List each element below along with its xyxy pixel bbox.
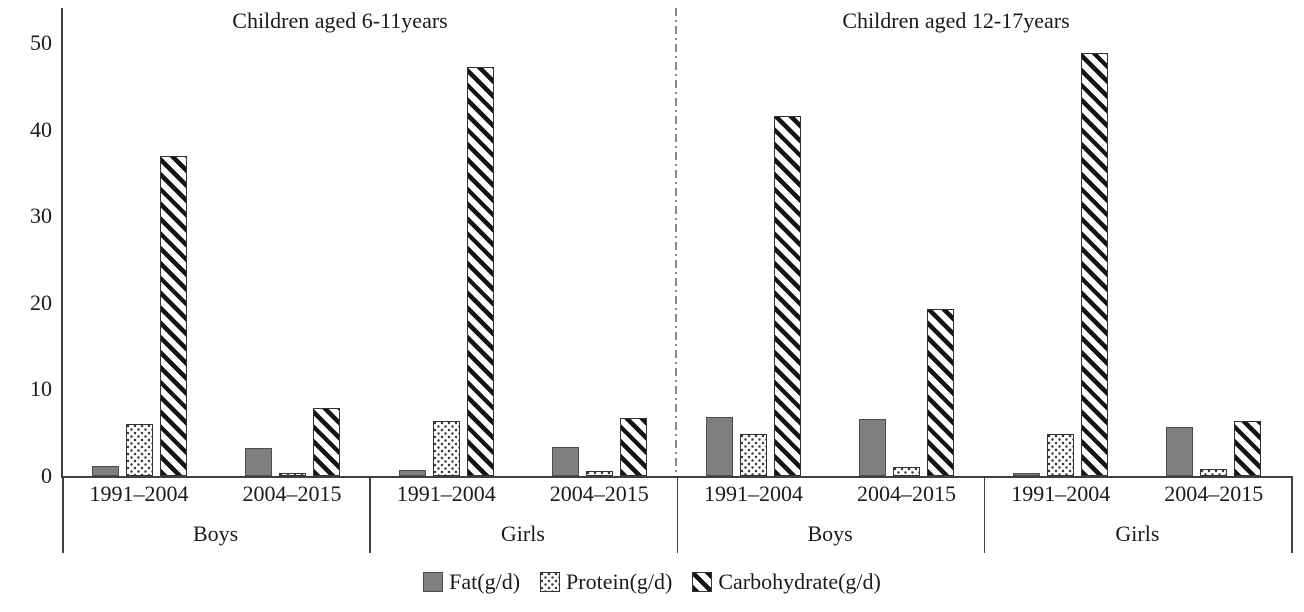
panel-divider-line bbox=[675, 8, 677, 476]
bar-protein bbox=[432, 420, 460, 476]
bar-protein bbox=[893, 467, 920, 476]
y-tick-label: 40 bbox=[30, 116, 52, 142]
y-tick-label: 30 bbox=[30, 203, 52, 229]
group-separator bbox=[369, 476, 371, 553]
bar-protein bbox=[125, 424, 153, 476]
panel-title-12-17: Children aged 12-17years bbox=[842, 8, 1070, 33]
bar-fat bbox=[398, 469, 426, 476]
bar-fat bbox=[1013, 472, 1041, 476]
bar-fat bbox=[91, 465, 119, 476]
period-label: 2004–2015 bbox=[1164, 481, 1264, 506]
y-tick-label: 10 bbox=[30, 376, 52, 402]
carbohydrate-swatch-icon bbox=[692, 572, 713, 592]
bar-protein bbox=[585, 470, 613, 476]
bar-protein bbox=[278, 473, 306, 476]
bar-fat bbox=[551, 446, 579, 476]
legend-label-carbohydrate: Carbohydrate(g/d) bbox=[718, 569, 881, 594]
bar-fat bbox=[859, 418, 886, 476]
bar-fat bbox=[1166, 426, 1194, 476]
period-label: 2004–2015 bbox=[242, 481, 342, 506]
bar-carbohydrate bbox=[159, 155, 187, 476]
y-tick-label: 50 bbox=[30, 30, 52, 55]
bar-carbohydrate bbox=[466, 67, 494, 476]
legend-item-protein: Protein(g/d) bbox=[540, 569, 672, 595]
group-separator bbox=[62, 476, 64, 553]
bar-fat bbox=[244, 448, 272, 476]
period-label: 2004–2015 bbox=[549, 481, 649, 506]
bar-carbohydrate bbox=[619, 417, 647, 476]
period-label: 1991–2004 bbox=[1011, 481, 1111, 506]
legend-label-fat: Fat(g/d) bbox=[449, 569, 521, 594]
bar-carbohydrate bbox=[774, 115, 801, 476]
panel-title-6-11: Children aged 6-11years bbox=[232, 8, 448, 33]
protein-swatch-icon bbox=[540, 572, 561, 592]
bar-carbohydrate bbox=[312, 407, 340, 476]
group-separator bbox=[983, 476, 986, 553]
bar-protein bbox=[1200, 469, 1228, 476]
legend-item-carbohydrate: Carbohydrate(g/d) bbox=[692, 569, 881, 595]
bar-carbohydrate bbox=[927, 308, 954, 476]
period-label: 1991–2004 bbox=[396, 481, 496, 506]
group-separator bbox=[676, 476, 678, 553]
fat-swatch-icon bbox=[423, 572, 444, 592]
group-label: Boys bbox=[193, 521, 239, 546]
group-separator bbox=[1291, 476, 1293, 553]
period-label: 1991–2004 bbox=[704, 481, 803, 506]
group-label: Boys bbox=[807, 521, 853, 546]
bar-protein bbox=[740, 434, 767, 476]
bar-protein bbox=[1047, 434, 1075, 476]
y-tick-label: 20 bbox=[30, 289, 52, 315]
y-axis bbox=[61, 8, 63, 477]
legend: Fat(g/d) Protein(g/d) Carbohydrate(g/d) bbox=[0, 565, 1304, 599]
period-label: 2004–2015 bbox=[857, 481, 956, 506]
y-tick-label: 0 bbox=[41, 463, 52, 488]
bar-fat bbox=[706, 417, 733, 476]
legend-item-fat: Fat(g/d) bbox=[423, 569, 520, 595]
group-label: Girls bbox=[500, 521, 545, 546]
group-label: Girls bbox=[1115, 521, 1160, 546]
bar-carbohydrate bbox=[1081, 52, 1109, 476]
legend-label-protein: Protein(g/d) bbox=[566, 569, 673, 594]
bar-carbohydrate bbox=[1234, 421, 1262, 476]
period-label: 1991–2004 bbox=[89, 481, 189, 506]
